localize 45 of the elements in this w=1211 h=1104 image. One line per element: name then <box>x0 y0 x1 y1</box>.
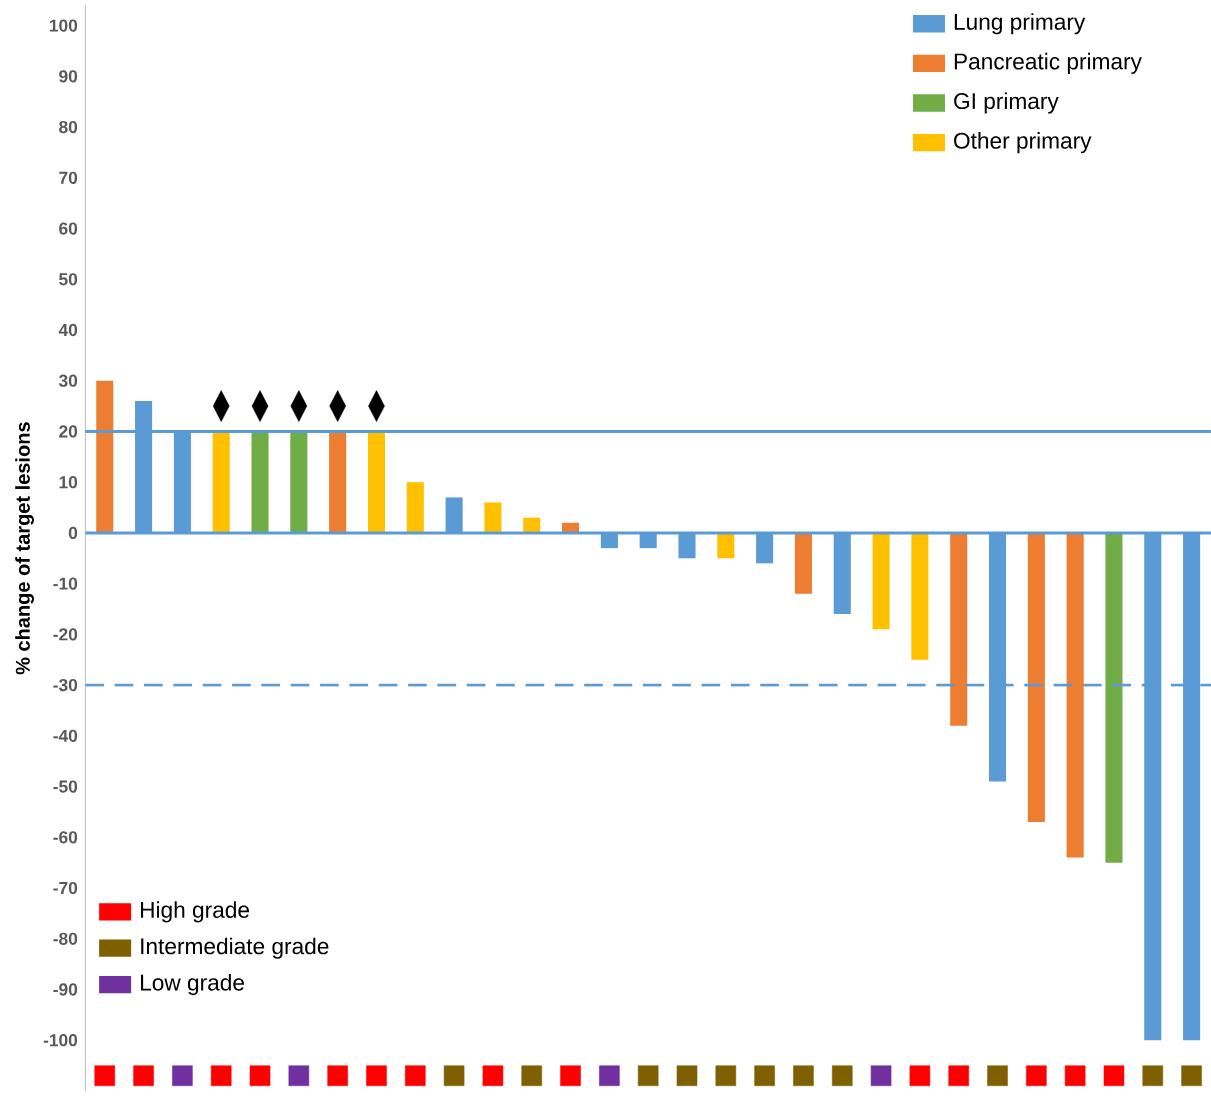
y-tick-label: -30 <box>53 678 78 692</box>
bar <box>717 532 735 559</box>
y-tick-label: 50 <box>59 272 78 286</box>
bar <box>251 431 269 533</box>
legend-label: High grade <box>141 901 250 923</box>
bar <box>484 502 502 533</box>
y-tick-label: -100 <box>43 1033 78 1047</box>
legend-label: Pancreatic primary <box>954 52 1142 74</box>
y-tick-label: 60 <box>59 222 78 235</box>
y-tick-label: -80 <box>53 932 78 945</box>
bar <box>794 532 812 594</box>
bar <box>950 532 968 726</box>
bar <box>872 532 890 630</box>
y-tick-label: -10 <box>53 577 78 590</box>
legend-label: Low grade <box>141 973 244 995</box>
y-tick-label: 90 <box>59 70 78 83</box>
y-tick-label: 20 <box>59 425 78 438</box>
y-tick-label: -90 <box>53 983 78 996</box>
bar <box>329 431 347 533</box>
y-tick-label: 30 <box>58 374 78 387</box>
y-tick-label: -60 <box>53 831 78 844</box>
bar <box>96 380 114 533</box>
y-tick-label: -50 <box>53 780 78 793</box>
legend-label: Other primary <box>954 131 1092 154</box>
y-tick-label: -70 <box>53 881 78 895</box>
bar <box>212 431 230 533</box>
y-tick-label: 70 <box>59 171 78 184</box>
y-tick-label: -20 <box>53 628 78 641</box>
bar <box>406 482 424 533</box>
bar <box>1027 532 1045 822</box>
bar <box>367 431 386 533</box>
y-tick-label: 0 <box>68 526 78 539</box>
y-tick-label: -40 <box>53 729 78 742</box>
y-axis-title: % change of target lesions <box>15 422 34 675</box>
y-tick-label: 40 <box>58 323 78 336</box>
y-tick-label: 10 <box>59 475 78 489</box>
legend-label: Intermediate grade <box>141 937 329 959</box>
y-tick-label: 100 <box>49 19 78 32</box>
legend-label: GI primary <box>954 92 1059 114</box>
y-tick-label: 80 <box>59 120 78 134</box>
legend-label: Lung primary <box>954 13 1086 35</box>
bar <box>1066 532 1084 858</box>
bar <box>911 532 929 660</box>
bar <box>290 431 308 533</box>
bar <box>1105 532 1123 863</box>
